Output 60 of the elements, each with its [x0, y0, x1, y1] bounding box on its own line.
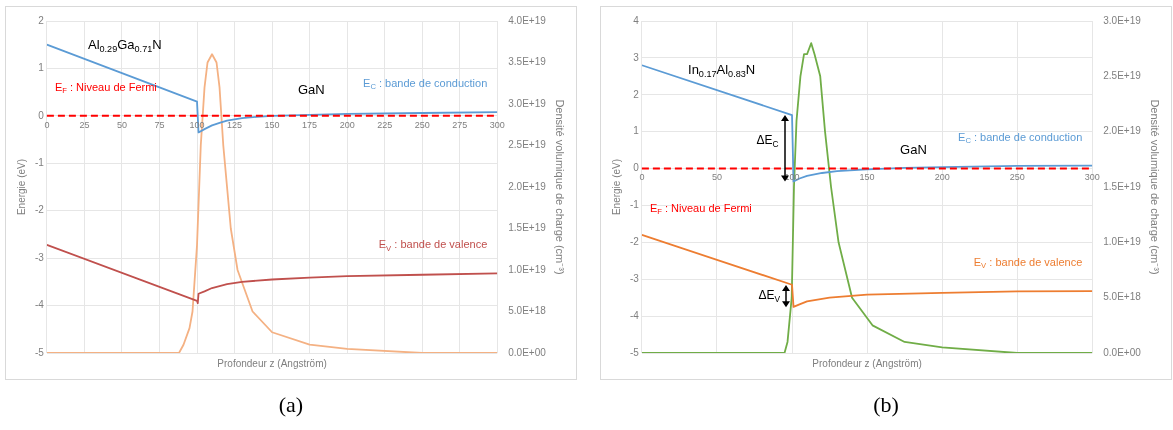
- x-tick-label: 275: [452, 119, 468, 130]
- annotation: GaN: [900, 142, 927, 158]
- y2-tick-label: 1.5E+19: [1103, 180, 1142, 192]
- x-tick-label: 250: [414, 119, 430, 130]
- y-tick-label: 2: [38, 14, 45, 26]
- x-tick-label: 175: [302, 119, 318, 130]
- y-tick-label: -3: [34, 251, 45, 263]
- y2-tick-label: 0.0E+00: [508, 346, 547, 358]
- y2-axis-title: Densité volumique de charge (cm⁻³): [554, 99, 567, 275]
- y-axis-title: Energie (eV): [15, 158, 27, 216]
- y2-tick-label: 2.5E+19: [1103, 70, 1142, 82]
- y-tick-label: -2: [629, 236, 640, 248]
- y-tick-label: 0: [633, 162, 640, 174]
- y-tick-label: -4: [629, 309, 640, 321]
- x-tick-label: 125: [227, 119, 243, 130]
- y2-tick-label: 5.0E+18: [1103, 291, 1142, 303]
- y2-tick-label: 1.0E+19: [508, 263, 547, 275]
- y-tick-label: -2: [34, 204, 45, 216]
- y-tick-label: 2: [633, 88, 640, 100]
- y2-tick-label: 3.5E+19: [508, 56, 547, 68]
- x-tick-label: 200: [339, 119, 355, 130]
- x-tick-label: 150: [859, 172, 875, 183]
- y-tick-label: 3: [633, 51, 640, 63]
- x-tick-label: 50: [116, 119, 127, 130]
- y2-tick-label: 1.5E+19: [508, 222, 547, 234]
- y2-tick-label: 4.0E+19: [508, 14, 547, 26]
- text: (b): [872, 392, 900, 418]
- y2-tick-label: 1.0E+19: [1103, 236, 1142, 248]
- y2-tick-label: 5.0E+18: [508, 305, 547, 317]
- x-axis-title: Profondeur z (Angström): [217, 357, 327, 369]
- y2-tick-label: 3.0E+19: [1103, 14, 1142, 26]
- y2-tick-label: 2.0E+19: [1103, 125, 1142, 137]
- y-axis-title: Energie (eV): [610, 158, 622, 216]
- y-tick-label: -3: [629, 272, 640, 284]
- y-tick-label: 4: [633, 14, 640, 26]
- y2-tick-label: 2.0E+19: [508, 180, 547, 192]
- y-tick-label: -5: [34, 346, 45, 358]
- y2-axis-title: Densité volumique de charge (cm⁻³): [1149, 99, 1162, 275]
- y-tick-label: -5: [629, 346, 640, 358]
- x-tick-label: 250: [1009, 172, 1025, 183]
- x-tick-label: 200: [934, 172, 950, 183]
- x-tick-label: 300: [1084, 172, 1100, 183]
- x-tick-label: 25: [79, 119, 90, 130]
- x-axis-title: Profondeur z (Angström): [812, 357, 922, 369]
- y2-tick-label: 3.0E+19: [508, 97, 547, 109]
- x-tick-label: 50: [711, 172, 722, 183]
- y-tick-label: 1: [633, 125, 640, 137]
- y2-tick-label: 2.5E+19: [508, 139, 547, 151]
- y-tick-label: 0: [38, 109, 45, 121]
- y-tick-label: -1: [34, 157, 45, 169]
- x-tick-label: 75: [154, 119, 165, 130]
- x-tick-label: 225: [377, 119, 393, 130]
- y2-tick-label: 0.0E+00: [1103, 346, 1142, 358]
- y-tick-label: 1: [38, 62, 45, 74]
- y-tick-label: -1: [629, 199, 640, 211]
- text: (a): [277, 392, 305, 418]
- annotation: GaN: [297, 82, 325, 98]
- x-tick-label: 150: [264, 119, 280, 130]
- x-tick-label: 300: [489, 119, 505, 130]
- y-tick-label: -4: [34, 299, 45, 311]
